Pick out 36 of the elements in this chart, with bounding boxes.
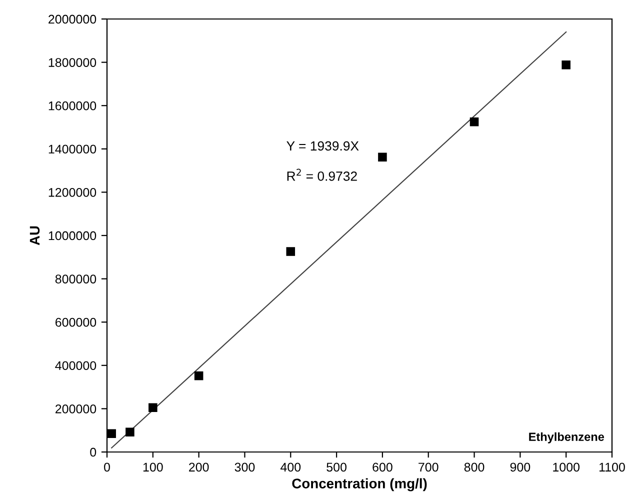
annotation: R$^{2}$ = 0.9732 [287, 168, 357, 181]
y-tick-label: 800000 [55, 274, 96, 284]
point [470, 117, 479, 126]
x-tick-label: 900 [510, 462, 530, 472]
y-tick-label: 1600000 [48, 101, 96, 110]
annotation: Y = 1939.9X [286, 141, 359, 151]
x-axis-title: Concentration (mg/l) [292, 478, 427, 492]
y-tick-label: 600000 [56, 318, 96, 327]
x-tick-label: 0 [104, 462, 110, 472]
x-tick-label: 800 [464, 462, 484, 472]
y-axis-title: AU [30, 226, 40, 246]
y-tick-label: 1800000 [48, 58, 96, 67]
x-tick-label: 100 [143, 462, 163, 472]
annotation: Ethylbenzene [529, 432, 604, 444]
point [148, 403, 158, 412]
point [126, 428, 134, 436]
x-tick-label: 1000 [553, 462, 580, 472]
y-tick-label: 2000000 [48, 14, 96, 24]
x-tick-label: 1100 [600, 462, 625, 472]
y-tick-label: 0 [90, 448, 96, 457]
point [107, 429, 116, 438]
x-tick-label: 300 [234, 462, 255, 472]
point [378, 152, 387, 162]
x-tick-label: 700 [418, 462, 438, 472]
x-tick-label: 400 [280, 462, 301, 472]
y-tick-label: 400000 [55, 361, 96, 370]
y-tick-label: 1200000 [48, 188, 96, 197]
point [194, 371, 204, 380]
point [562, 60, 570, 70]
x-tick-label: 500 [326, 462, 346, 472]
y-tick-label: 200000 [56, 404, 96, 414]
y-tick-label: 1400000 [48, 144, 96, 154]
point [286, 247, 296, 256]
x-tick-label: 200 [189, 462, 209, 472]
x-tick-label: 600 [372, 462, 392, 472]
y-tick-label: 1000000 [48, 231, 96, 240]
